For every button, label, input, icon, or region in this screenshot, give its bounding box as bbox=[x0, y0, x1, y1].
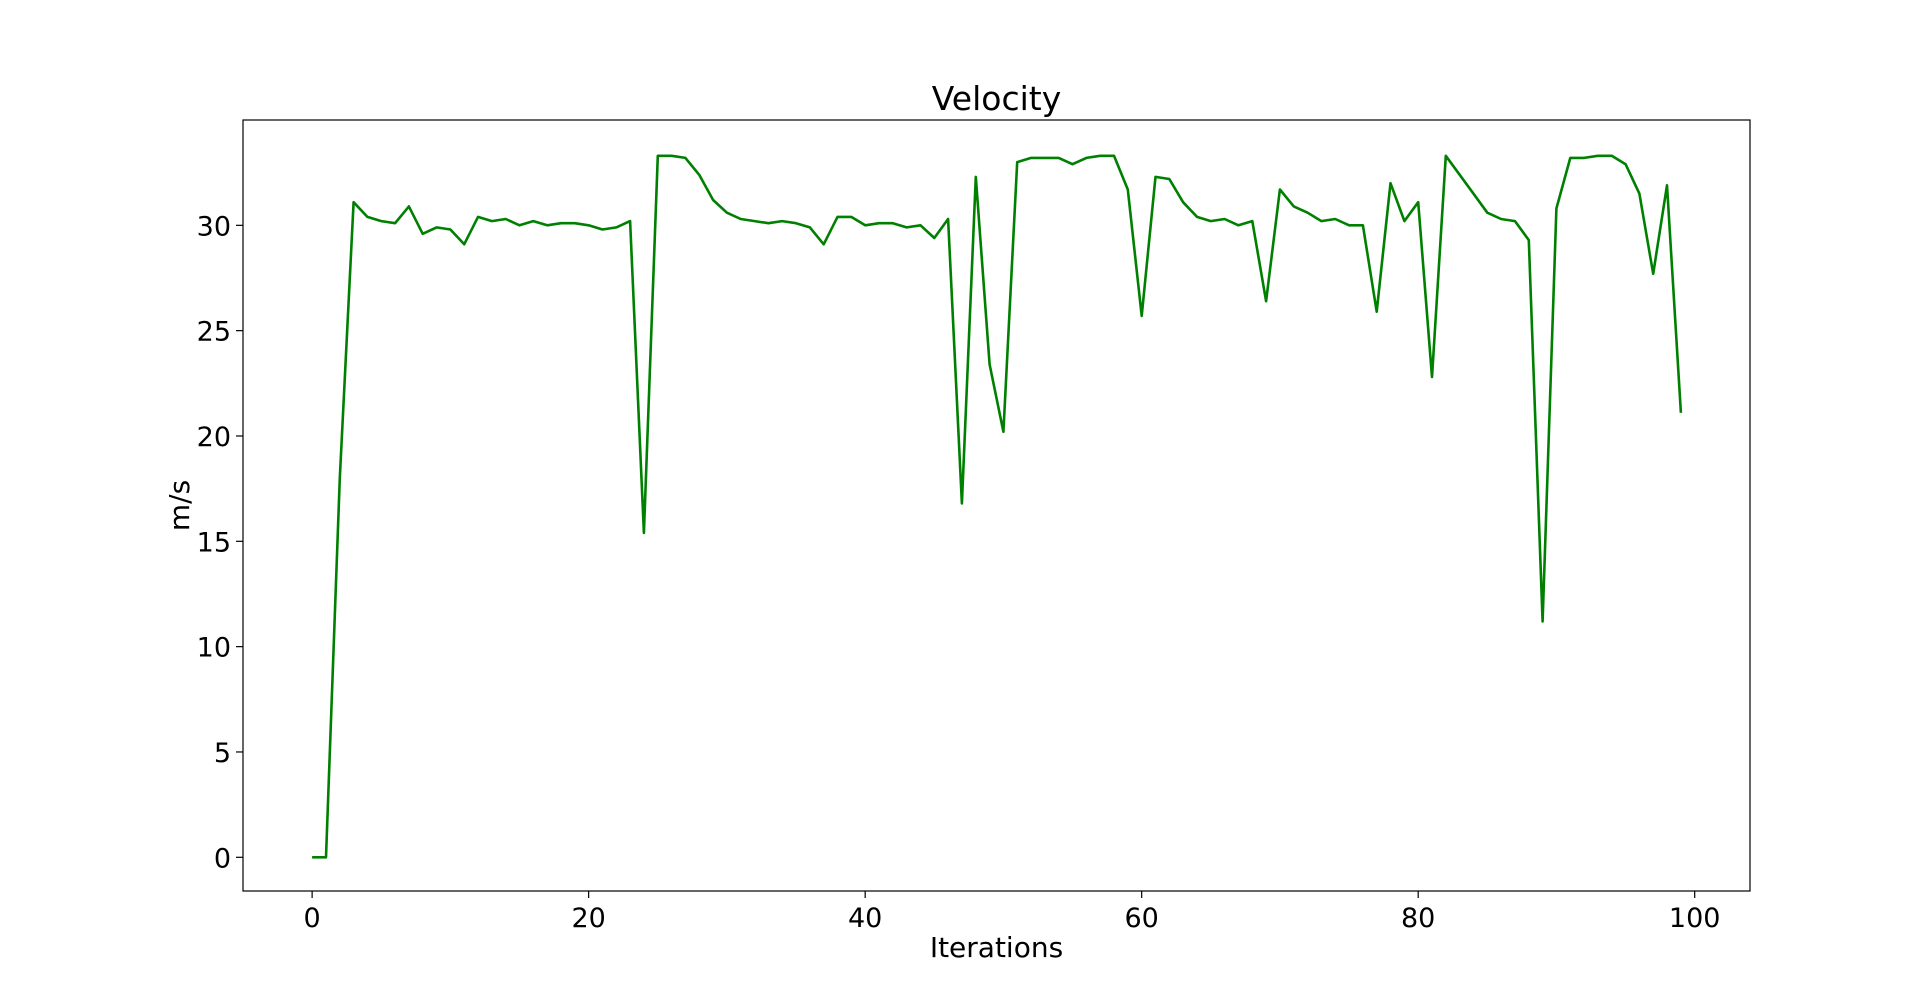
x-tick-label: 0 bbox=[304, 903, 321, 934]
y-axis-ticks: 0 5 10 15 20 25 30 bbox=[197, 211, 243, 874]
y-tick-label: 10 bbox=[197, 633, 231, 664]
chart-title: Velocity bbox=[932, 79, 1061, 118]
y-tick-label: 30 bbox=[197, 211, 231, 242]
y-tick-label: 20 bbox=[197, 422, 231, 453]
x-tick-label: 60 bbox=[1124, 903, 1158, 934]
x-tick-label: 40 bbox=[848, 903, 882, 934]
y-axis-label: m/s bbox=[163, 480, 196, 531]
plot-area-frame bbox=[242, 119, 1751, 892]
x-tick-label: 20 bbox=[571, 903, 605, 934]
series-layer bbox=[312, 154, 1683, 859]
y-tick-label: 5 bbox=[214, 738, 231, 769]
x-axis-label: Iterations bbox=[930, 931, 1063, 964]
velocity-series-line bbox=[312, 154, 1683, 859]
y-tick-label: 0 bbox=[214, 843, 231, 874]
y-tick-label: 25 bbox=[197, 317, 231, 348]
x-axis-ticks: 0 20 40 60 80 100 bbox=[304, 891, 1721, 934]
y-tick-label: 15 bbox=[197, 527, 231, 558]
x-tick-label: 80 bbox=[1401, 903, 1435, 934]
x-tick-label: 100 bbox=[1669, 903, 1721, 934]
